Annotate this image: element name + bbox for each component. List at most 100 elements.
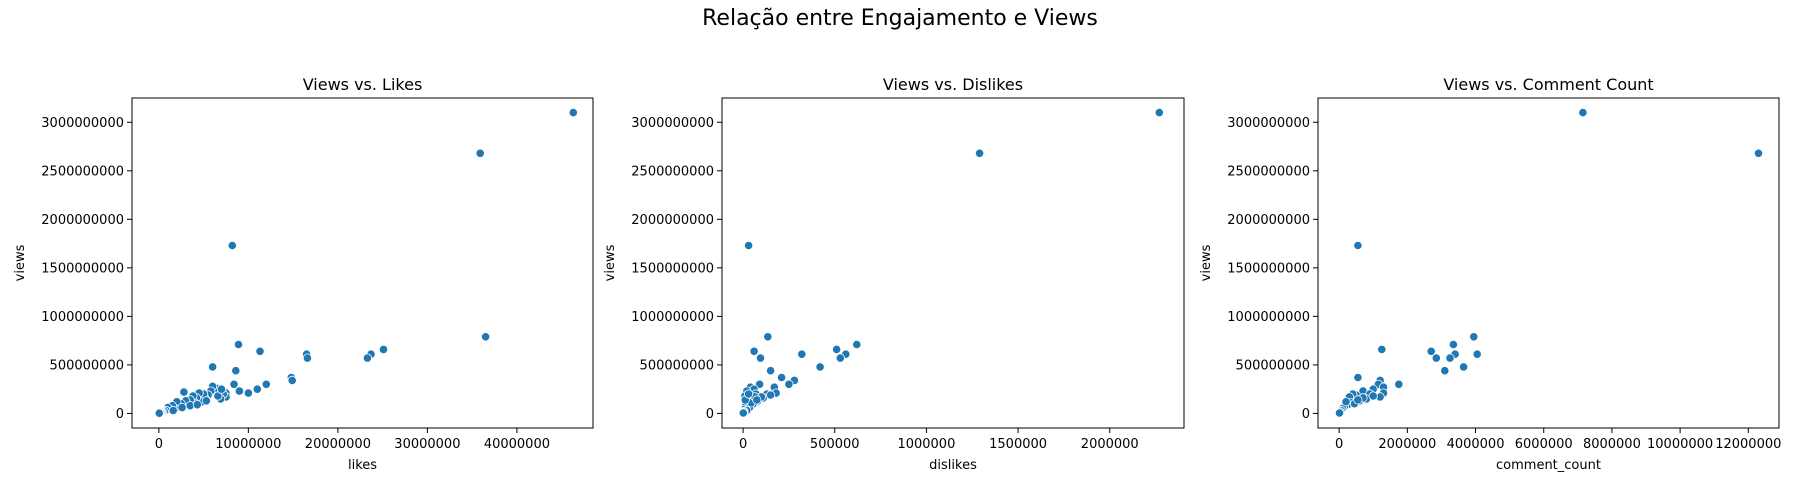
x-tick-label: 12000000 <box>1715 437 1781 452</box>
axes-frame <box>131 97 594 429</box>
data-point <box>234 386 244 396</box>
y-tick-label: 0 <box>116 407 124 422</box>
subplot-1: Views vs. Likes 0 10000000 20000000 30000000… <box>13 75 594 473</box>
data-point <box>752 395 762 405</box>
y-tick-label: 2000000000 <box>41 213 124 228</box>
y-tick-label: 2500000000 <box>1227 164 1310 179</box>
x-tick-label: 1000000 <box>897 437 955 452</box>
data-point <box>287 375 297 385</box>
x-axis-label: likes <box>348 458 377 473</box>
data-point <box>1426 346 1436 356</box>
data-point <box>743 389 754 399</box>
x-tick-label: 2000000 <box>1378 437 1436 452</box>
data-point <box>852 339 862 350</box>
data-point <box>378 344 389 354</box>
y-tick-label: 1500000000 <box>41 261 124 276</box>
data-point <box>743 240 754 251</box>
x-tick-label: 20000000 <box>305 437 371 452</box>
data-point <box>1394 379 1404 389</box>
data-point <box>1154 108 1164 118</box>
data-point <box>1377 344 1387 354</box>
data-point <box>1459 362 1469 372</box>
subplot-title: Views vs. Likes <box>303 75 423 94</box>
x-axis-label: dislikes <box>929 458 977 473</box>
data-point <box>831 344 842 354</box>
x-tick-label: 8000000 <box>1583 437 1641 452</box>
data-point <box>1334 408 1345 418</box>
data-point <box>168 405 178 416</box>
data-point <box>480 332 491 342</box>
y-tick-label: 2000000000 <box>1227 213 1310 228</box>
data-point <box>1472 349 1482 359</box>
x-tick-label: 10000000 <box>1647 437 1713 452</box>
data-point <box>765 366 776 376</box>
y-tick-label: 1500000000 <box>631 261 714 276</box>
x-tick-label: 0 <box>1335 437 1343 452</box>
scatter-points <box>154 108 578 418</box>
x-tick-label: 0 <box>155 437 163 452</box>
x-tick-label: 500000 <box>810 437 860 452</box>
y-tick-label: 1500000000 <box>1227 261 1310 276</box>
data-point <box>229 379 239 389</box>
x-tick-label: 40000000 <box>484 437 550 452</box>
data-point <box>154 408 164 418</box>
data-point <box>208 362 218 372</box>
data-point <box>192 400 202 410</box>
y-tick-label: 2500000000 <box>631 164 714 179</box>
data-point <box>1445 353 1455 363</box>
data-point <box>568 108 578 118</box>
data-point <box>1440 366 1450 376</box>
data-point <box>177 402 187 413</box>
y-tick-label: 500000000 <box>1236 358 1310 373</box>
y-tick-label: 500000000 <box>640 358 714 373</box>
data-point <box>252 384 262 394</box>
data-point <box>261 379 271 389</box>
x-tick-label: 2000000 <box>1081 437 1139 452</box>
data-point <box>243 388 253 398</box>
y-tick-label: 500000000 <box>50 358 124 373</box>
data-point <box>227 240 237 251</box>
figure-suptitle: Relação entre Engajamento e Views <box>702 6 1098 31</box>
x-tick-label: 6000000 <box>1515 437 1573 452</box>
data-point <box>784 379 794 389</box>
data-point <box>755 353 766 363</box>
x-tick-label: 10000000 <box>215 437 281 452</box>
y-tick-label: 1000000000 <box>41 310 124 325</box>
data-point <box>815 362 825 372</box>
data-point <box>749 346 759 356</box>
data-point <box>738 408 748 418</box>
subplot-title: Views vs. Dislikes <box>883 75 1023 94</box>
y-tick-label: 3000000000 <box>1227 116 1310 131</box>
x-tick-label: 1500000 <box>989 437 1047 452</box>
data-point <box>1469 332 1479 342</box>
x-tick-label: 30000000 <box>394 437 460 452</box>
data-point <box>1353 372 1363 383</box>
data-point <box>776 372 787 383</box>
subplot-3: Views vs. Comment Count 0 2000000 4000000 60… <box>1199 75 1781 473</box>
y-tick-label: 2500000000 <box>41 164 124 179</box>
y-axis-label: views <box>13 244 28 281</box>
y-tick-label: 0 <box>1302 407 1310 422</box>
data-point <box>362 353 372 363</box>
y-tick-label: 3000000000 <box>41 116 124 131</box>
data-point <box>233 339 244 350</box>
scatter-points <box>738 108 1164 418</box>
data-point <box>1578 108 1588 118</box>
data-point <box>1353 240 1363 251</box>
data-point <box>231 366 241 376</box>
data-point <box>216 384 227 394</box>
axes-frame <box>1317 97 1780 429</box>
x-tick-label: 4000000 <box>1447 437 1505 452</box>
y-tick-label: 0 <box>706 407 714 422</box>
data-point <box>302 353 312 363</box>
data-point <box>475 148 485 158</box>
data-point <box>201 396 211 406</box>
data-point <box>255 346 265 356</box>
data-point <box>1368 391 1378 401</box>
y-tick-label: 2000000000 <box>631 213 714 228</box>
data-point <box>1431 353 1441 363</box>
scatter-points <box>1334 108 1764 418</box>
data-point <box>797 349 807 359</box>
y-axis-label: views <box>1199 244 1214 281</box>
